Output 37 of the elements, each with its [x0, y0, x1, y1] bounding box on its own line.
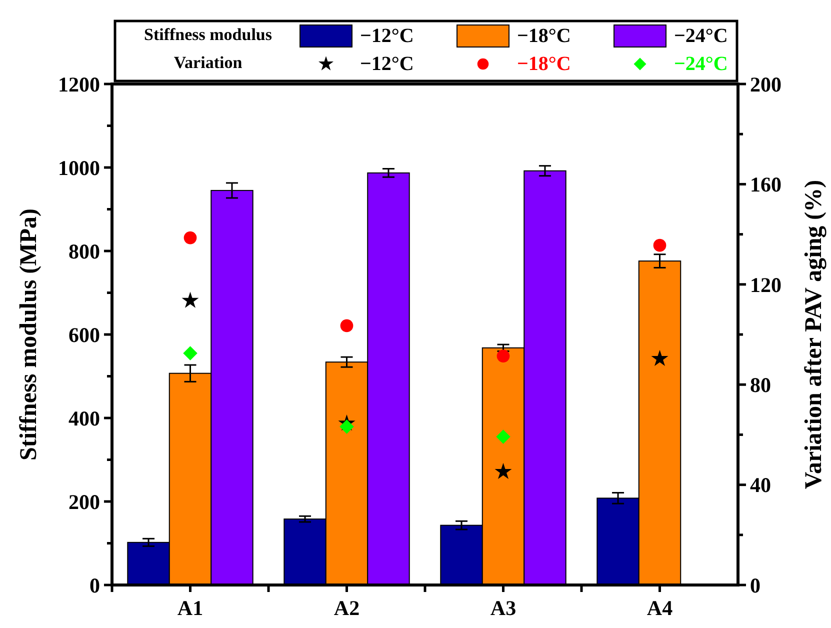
y2-tick-label: 80: [750, 372, 771, 397]
y-tick-label: 400: [68, 406, 100, 430]
legend-label: −18°C: [517, 25, 571, 47]
y2-axis-title: Variation after PAV aging (%): [801, 180, 827, 490]
point: [340, 319, 354, 332]
point: [653, 238, 666, 252]
legend-label: −24°C: [674, 53, 728, 75]
y-tick-label: 200: [68, 490, 100, 514]
y-tick-label: 1200: [58, 72, 100, 96]
legend-label: −12°C: [360, 53, 414, 75]
point: [184, 231, 197, 244]
y-tick-label: 800: [68, 239, 100, 264]
legend-label: −12°C: [360, 25, 414, 47]
point: [494, 462, 512, 480]
y-tick-label: 600: [68, 322, 100, 347]
x-tick-label: A3: [490, 596, 516, 620]
y2-tick-label: 40: [750, 473, 771, 498]
point: [496, 350, 510, 362]
y2-tick-label: 160: [750, 172, 782, 197]
x-tick-label: A2: [334, 596, 360, 620]
text: Variation: [174, 53, 243, 72]
point: [340, 420, 354, 434]
x-tick-label: A1: [177, 596, 204, 620]
y-tick-label: 0: [90, 573, 100, 598]
x-tick-label: A4: [646, 596, 674, 620]
y2-tick-label: 200: [750, 72, 782, 96]
legend-label: −18°C: [517, 53, 571, 75]
text: Stiffness modulus: [144, 25, 272, 44]
y-tick-label: 1000: [58, 156, 100, 180]
y2-tick-label: 0: [750, 573, 760, 598]
y2-tick-label: 120: [750, 272, 782, 297]
point: [651, 350, 668, 366]
legend-label: −24°C: [674, 25, 728, 47]
y-axis-title: Stiffness modulus (MPa): [16, 208, 42, 461]
point: [182, 292, 199, 308]
point: [496, 430, 510, 444]
point: [183, 346, 198, 360]
